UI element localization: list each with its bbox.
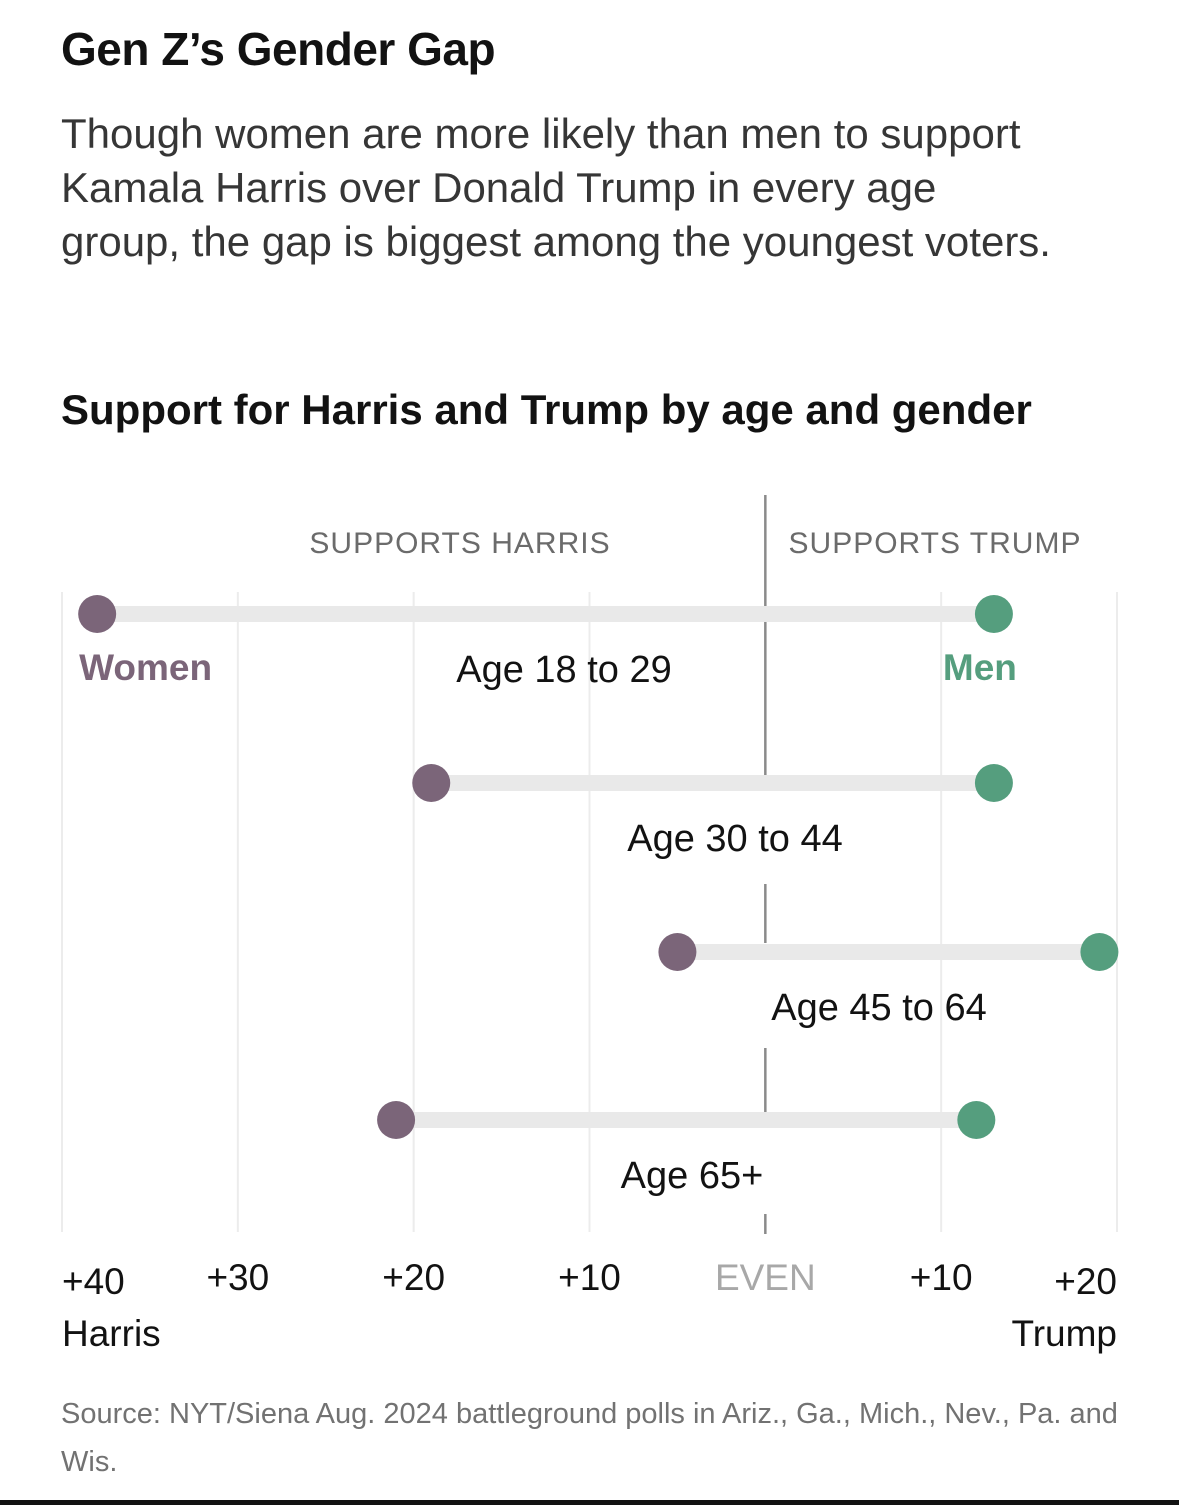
x-tick-label: EVEN (715, 1257, 816, 1298)
men-point (974, 764, 1013, 802)
headline: Gen Z’s Gender Gap (61, 23, 496, 75)
x-tick-label: +10 (910, 1257, 973, 1298)
category-label: Age 30 to 44 (627, 818, 843, 860)
x-tick-label: +30 (206, 1257, 269, 1298)
category-label: Age 65+ (621, 1155, 764, 1197)
dumbbell-chart: SUPPORTS HARRIS SUPPORTS TRUMP Age 18 to 2… (61, 495, 1119, 1354)
men-point (1080, 933, 1119, 971)
category-label: Age 18 to 29 (456, 649, 672, 691)
bottom-rule (0, 1500, 1179, 1505)
men-point (974, 595, 1013, 633)
x-axis-end-label: Harris (62, 1313, 161, 1354)
subtitle: Though women are more likely than men to… (61, 110, 1051, 265)
men-legend-label: Men (943, 647, 1017, 688)
x-tick-label: +10 (558, 1257, 621, 1298)
category-label: Age 45 to 64 (771, 987, 987, 1029)
men-point (957, 1101, 996, 1139)
women-point (658, 933, 697, 971)
x-tick-label: +20 (1054, 1261, 1117, 1302)
label-supports-trump: SUPPORTS TRUMP (789, 527, 1082, 560)
chart-title: Support for Harris and Trump by age and … (61, 386, 1032, 433)
women-legend-label: Women (79, 647, 212, 688)
women-point (78, 595, 117, 633)
x-tick-label: +40 (62, 1261, 125, 1302)
x-tick-label: +20 (382, 1257, 445, 1298)
women-point (412, 764, 451, 802)
label-supports-harris: SUPPORTS HARRIS (309, 527, 610, 560)
x-axis-end-label: Trump (1011, 1313, 1117, 1354)
women-point (377, 1101, 416, 1139)
source-note: Source: NYT/Siena Aug. 2024 battleground… (61, 1398, 1118, 1478)
